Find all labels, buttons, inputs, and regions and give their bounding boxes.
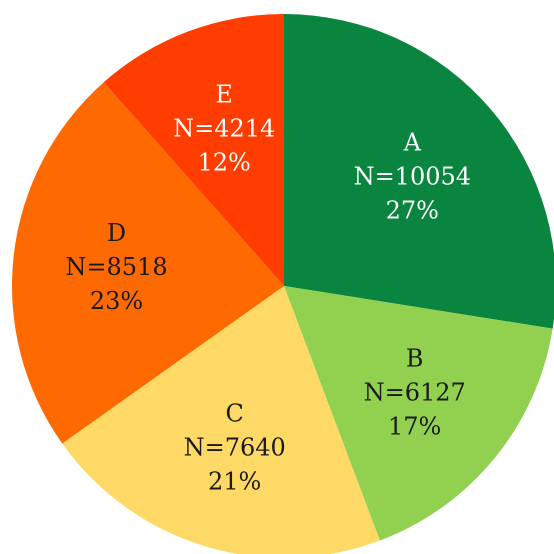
- slice-labels: A N=10054 27% B N=6127 17% C N=7640 21% D N=8518 23…: [65, 80, 471, 495]
- slice-percent-label-b: 17%: [388, 413, 441, 441]
- pie-slices: [11, 14, 554, 554]
- slice-category-label-b: B: [406, 345, 424, 373]
- slice-category-label-d: D: [107, 219, 126, 247]
- slice-count-label-d: N=8518: [65, 253, 167, 281]
- slice-category-label-c: C: [226, 399, 244, 427]
- pie-slice-d: [11, 82, 284, 444]
- slice-count-label-a: N=10054: [354, 163, 471, 191]
- slice-percent-label-a: 27%: [386, 197, 439, 225]
- slice-percent-label-e: 12%: [198, 148, 251, 176]
- slice-count-label-b: N=6127: [364, 379, 466, 407]
- slice-percent-label-d: 23%: [90, 287, 143, 315]
- pie-slice-e: [103, 14, 284, 286]
- pie-slice-a: [284, 14, 554, 329]
- pie-slice-b: [284, 286, 553, 541]
- slice-category-label-a: A: [403, 129, 422, 157]
- slice-count-label-e: N=4214: [173, 114, 275, 142]
- slice-category-label-e: E: [215, 80, 233, 108]
- slice-percent-label-c: 21%: [208, 467, 261, 495]
- slice-count-label-c: N=7640: [184, 433, 286, 461]
- pie-slice-c: [62, 286, 380, 554]
